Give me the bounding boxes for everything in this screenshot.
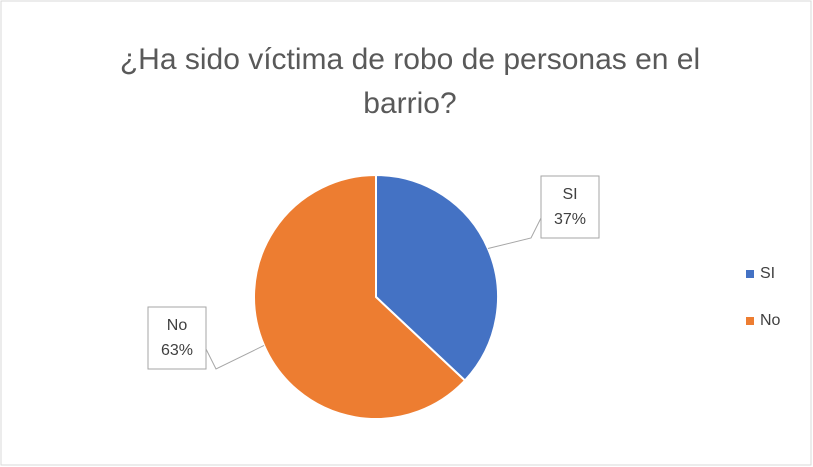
data-label-name: SI	[562, 186, 577, 203]
label-box	[540, 175, 600, 239]
label-box	[147, 306, 207, 370]
leader-line	[205, 345, 265, 370]
legend-label: No	[760, 312, 781, 329]
legend-swatch	[746, 317, 754, 325]
chart-title: ¿Ha sido víctima de robo de personas en …	[119, 43, 701, 120]
legend-swatch	[746, 270, 754, 278]
legend-label: SI	[760, 265, 775, 282]
data-label-name: No	[167, 317, 188, 334]
pie-slice	[253, 173, 467, 420]
data-label: 37%	[554, 211, 586, 228]
pie-slice	[375, 173, 499, 382]
data-label: 63%	[161, 342, 193, 359]
leader-line	[487, 217, 542, 250]
